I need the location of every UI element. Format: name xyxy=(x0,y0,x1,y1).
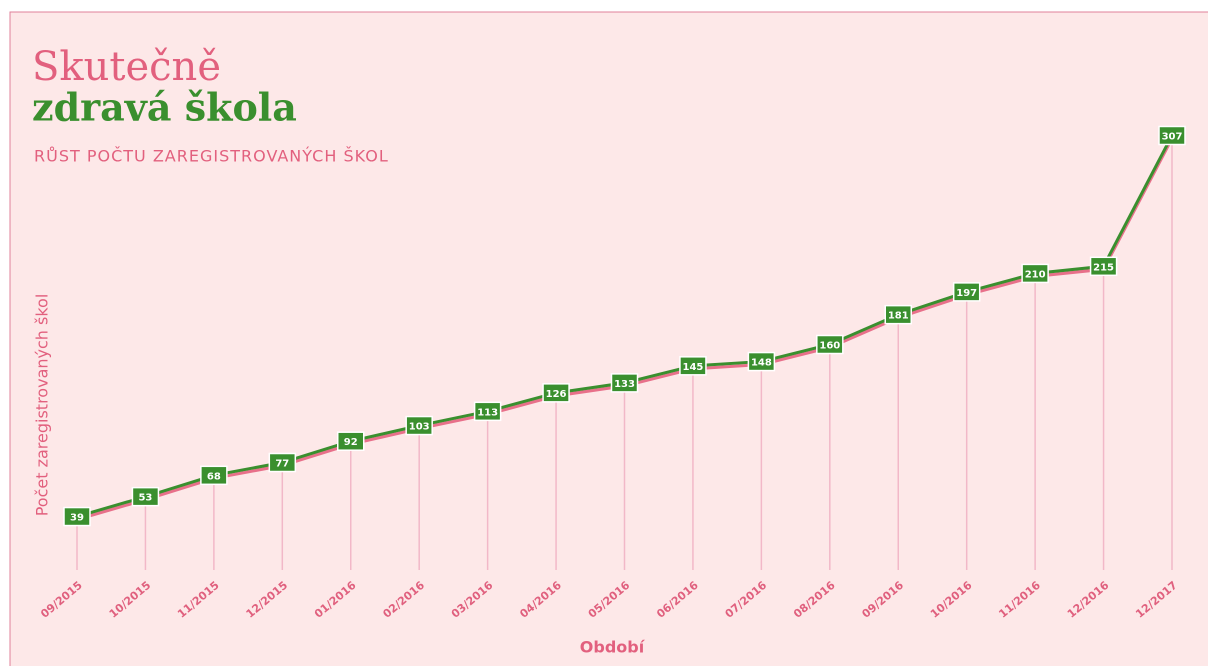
value-label: 68 xyxy=(207,471,221,482)
point-box xyxy=(1089,256,1118,277)
value-label: 133 xyxy=(614,379,635,390)
value-label: 215 xyxy=(1093,262,1114,273)
point-box xyxy=(405,415,433,436)
point-box xyxy=(884,304,912,325)
value-label: 307 xyxy=(1162,131,1183,142)
value-label: 145 xyxy=(683,362,704,373)
point-box xyxy=(268,452,297,473)
value-label: 92 xyxy=(344,437,358,448)
value-label: 148 xyxy=(751,358,772,369)
value-label: 210 xyxy=(1025,269,1046,280)
value-label: 181 xyxy=(888,311,909,322)
value-label: 77 xyxy=(275,459,289,470)
chart-subtitle: RŮST POČTU ZAREGISTROVANÝCH ŠKOL xyxy=(34,147,389,166)
point-box xyxy=(337,431,365,451)
point-box xyxy=(200,465,228,486)
point-box xyxy=(610,373,639,393)
value-label: 160 xyxy=(819,341,840,352)
value-label: 197 xyxy=(956,288,977,299)
background xyxy=(9,11,1208,666)
value-label: 126 xyxy=(546,389,567,400)
chart-title: Skutečně xyxy=(32,44,221,90)
value-label: 113 xyxy=(477,407,498,418)
value-label: 39 xyxy=(70,513,84,524)
point-box xyxy=(63,506,91,527)
point-box xyxy=(131,486,160,507)
point-box xyxy=(747,351,776,372)
point-box xyxy=(679,356,707,376)
point-box xyxy=(1158,125,1186,146)
point-box xyxy=(816,334,844,355)
y-axis-label: Počet zaregistrovaných škol xyxy=(33,294,52,517)
value-label: 53 xyxy=(138,493,152,504)
value-label: 103 xyxy=(409,422,430,433)
point-box xyxy=(542,383,570,403)
point-box xyxy=(952,282,981,302)
x-axis-label: Období xyxy=(580,638,646,657)
point-box xyxy=(1021,263,1049,284)
chart-title: zdravá škola xyxy=(32,85,297,130)
point-box xyxy=(473,401,502,422)
